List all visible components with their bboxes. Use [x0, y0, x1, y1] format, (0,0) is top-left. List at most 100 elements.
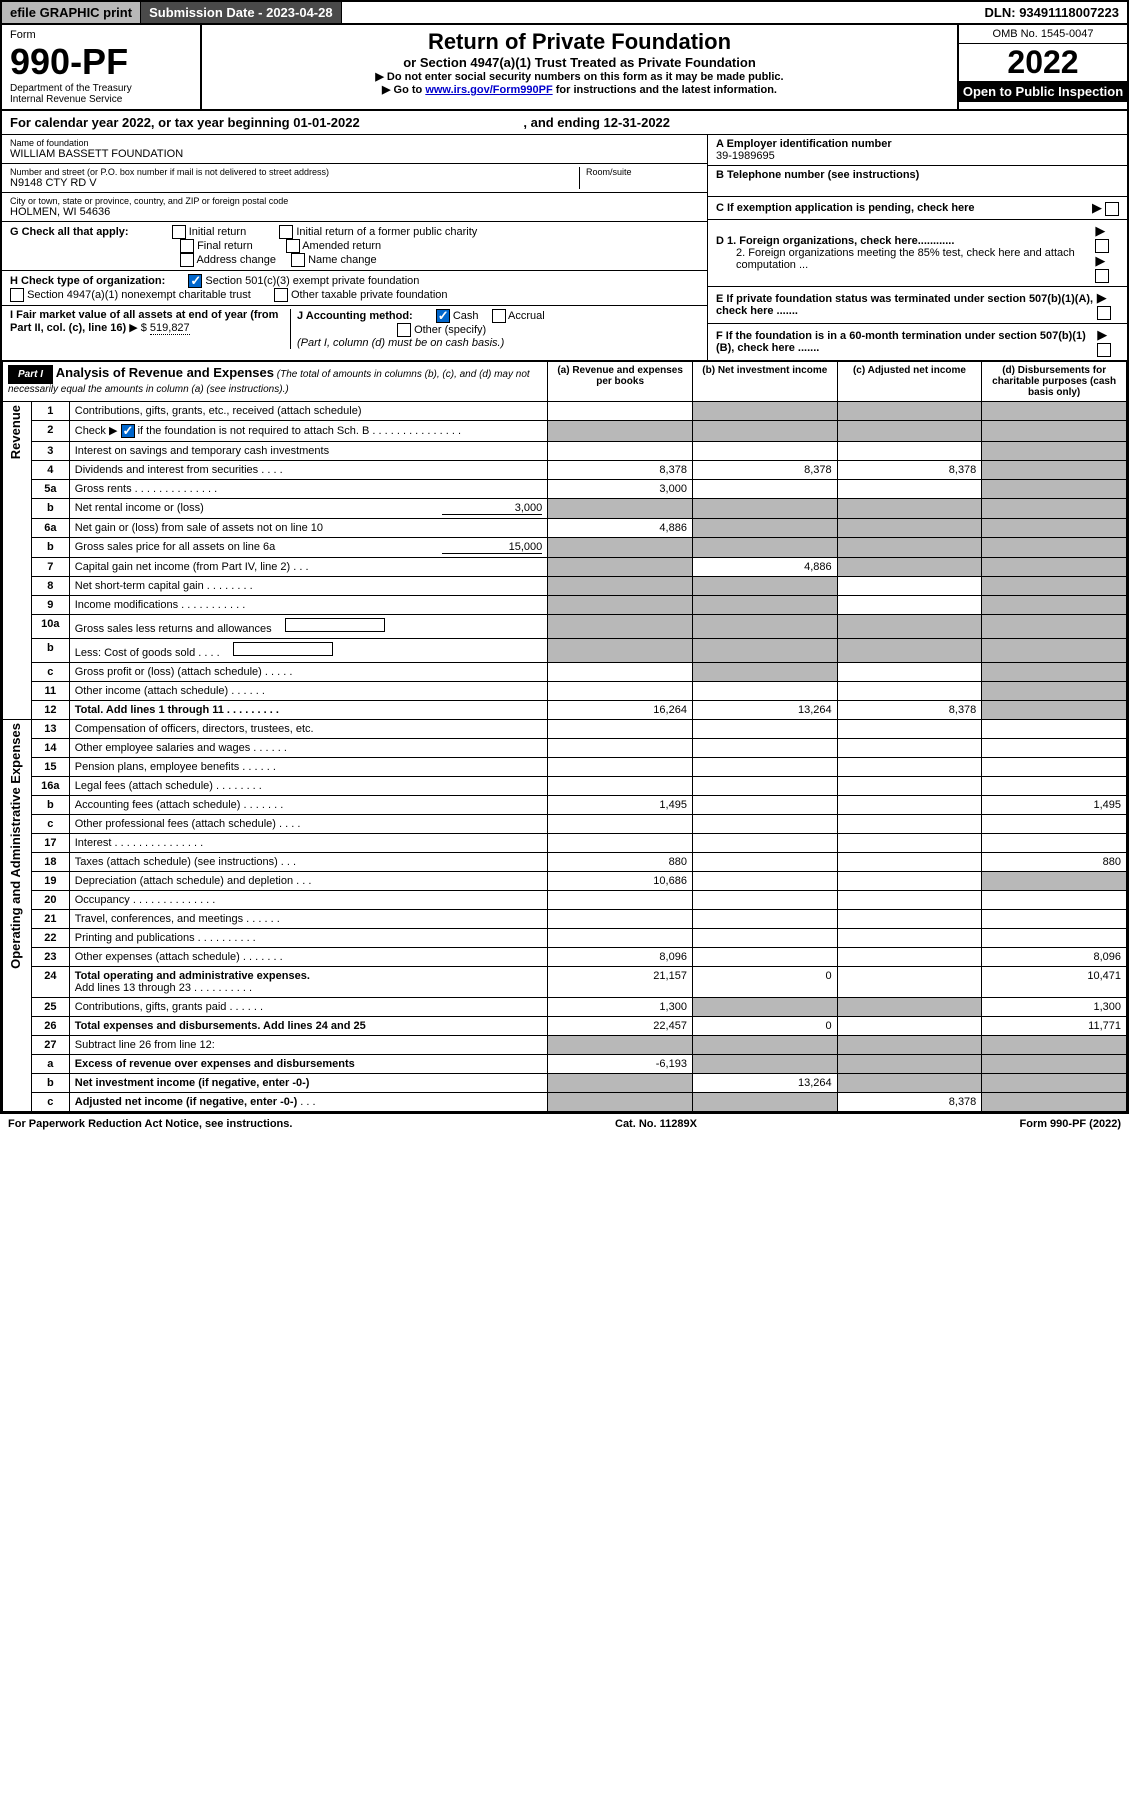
- initial-return-check[interactable]: [172, 225, 186, 239]
- city-state-zip: HOLMEN, WI 54636: [10, 206, 699, 218]
- val-12c: 8,378: [837, 701, 982, 720]
- ein-label: A Employer identification number: [716, 138, 1119, 150]
- section-d2: 2. Foreign organizations meeting the 85%…: [716, 247, 1095, 271]
- form-number: 990-PF: [10, 41, 192, 83]
- val-19a: 10,686: [548, 872, 693, 891]
- other-method-check[interactable]: [397, 323, 411, 337]
- section-c: C If exemption application is pending, c…: [716, 202, 975, 214]
- val-25a: 1,300: [548, 998, 693, 1017]
- form-subtitle: or Section 4947(a)(1) Trust Treated as P…: [210, 55, 949, 70]
- fmv-value: 519,827: [150, 322, 190, 335]
- val-4c: 8,378: [837, 461, 982, 480]
- val-27b: 13,264: [692, 1074, 837, 1093]
- amended-return-check[interactable]: [286, 239, 300, 253]
- form-ref: Form 990-PF (2022): [1020, 1118, 1121, 1130]
- final-return-check[interactable]: [180, 239, 194, 253]
- val-23a: 8,096: [548, 948, 693, 967]
- omb-number: OMB No. 1545-0047: [959, 25, 1127, 44]
- row-27a: Excess of revenue over expenses and disb…: [69, 1055, 548, 1074]
- val-12b: 13,264: [692, 701, 837, 720]
- val-16bd: 1,495: [982, 796, 1127, 815]
- addr-label: Number and street (or P.O. box number if…: [10, 167, 579, 177]
- val-27a: -6,193: [548, 1055, 693, 1074]
- other-taxable-check[interactable]: [274, 288, 288, 302]
- 4947a1-check[interactable]: [10, 288, 24, 302]
- irs-link[interactable]: www.irs.gov/Form990PF: [425, 84, 552, 96]
- goto-note: ▶ Go to www.irs.gov/Form990PF for instru…: [210, 83, 949, 96]
- address-change-check[interactable]: [180, 253, 194, 267]
- section-i-label: I Fair market value of all assets at end…: [10, 309, 278, 334]
- dln-number: DLN: 93491118007223: [977, 2, 1127, 23]
- part1-table: Part I Analysis of Revenue and Expenses …: [2, 361, 1127, 1112]
- col-b-header: (b) Net investment income: [692, 362, 837, 402]
- val-24d: 10,471: [982, 967, 1127, 998]
- form-header: Form 990-PF Department of the Treasury I…: [2, 25, 1127, 111]
- val-5a: 3,000: [548, 480, 693, 499]
- form-title: Return of Private Foundation: [210, 29, 949, 55]
- col-c-header: (c) Adjusted net income: [837, 362, 982, 402]
- dept-treasury: Department of the Treasury: [10, 83, 192, 94]
- val-18d: 880: [982, 853, 1127, 872]
- val-24a: 21,157: [548, 967, 693, 998]
- foundation-info: Name of foundation WILLIAM BASSETT FOUND…: [2, 135, 1127, 361]
- val-6a: 4,886: [548, 519, 693, 538]
- val-26a: 22,457: [548, 1017, 693, 1036]
- schb-check[interactable]: [121, 424, 135, 438]
- section-f: F If the foundation is in a 60-month ter…: [716, 330, 1097, 354]
- col-d-header: (d) Disbursements for charitable purpose…: [982, 362, 1127, 402]
- section-h: H Check type of organization: Section 50…: [2, 271, 707, 306]
- part1-title: Analysis of Revenue and Expenses: [56, 365, 274, 380]
- section-e: E If private foundation status was termi…: [716, 293, 1097, 317]
- exemption-pending-check[interactable]: [1105, 202, 1119, 216]
- val-4b: 8,378: [692, 461, 837, 480]
- 501c3-check[interactable]: [188, 274, 202, 288]
- val-6b-inline: 15,000: [442, 541, 542, 554]
- cash-basis-note: (Part I, column (d) must be on cash basi…: [297, 337, 504, 349]
- val-24b: 0: [692, 967, 837, 998]
- row-27b: Net investment income (if negative, ente…: [69, 1074, 548, 1093]
- cat-number: Cat. No. 11289X: [615, 1118, 697, 1130]
- val-23d: 8,096: [982, 948, 1127, 967]
- tax-year: 2022: [959, 44, 1127, 81]
- submission-date: Submission Date - 2023-04-28: [141, 2, 342, 23]
- expenses-side-label: Operating and Administrative Expenses: [8, 723, 23, 969]
- val-16ba: 1,495: [548, 796, 693, 815]
- paperwork-note: For Paperwork Reduction Act Notice, see …: [8, 1118, 292, 1130]
- foreign-org-check[interactable]: [1095, 239, 1109, 253]
- val-26b: 0: [692, 1017, 837, 1036]
- phone-label: B Telephone number (see instructions): [716, 169, 1119, 181]
- top-bar: efile GRAPHIC print Submission Date - 20…: [2, 2, 1127, 25]
- calendar-year-row: For calendar year 2022, or tax year begi…: [2, 111, 1127, 135]
- terminated-check[interactable]: [1097, 306, 1111, 320]
- row-3: Interest on savings and temporary cash i…: [69, 442, 548, 461]
- room-label: Room/suite: [586, 167, 699, 177]
- foreign-85-check[interactable]: [1095, 269, 1109, 283]
- name-label: Name of foundation: [10, 138, 699, 148]
- foundation-name: WILLIAM BASSETT FOUNDATION: [10, 148, 699, 160]
- cash-check[interactable]: [436, 309, 450, 323]
- open-public-badge: Open to Public Inspection: [959, 81, 1127, 102]
- val-27c: 8,378: [837, 1093, 982, 1112]
- accrual-check[interactable]: [492, 309, 506, 323]
- ein-value: 39-1989695: [716, 150, 1119, 162]
- irs-label: Internal Revenue Service: [10, 94, 192, 105]
- page-footer: For Paperwork Reduction Act Notice, see …: [0, 1114, 1129, 1134]
- row-13: Compensation of officers, directors, tru…: [69, 720, 548, 739]
- row-1: Contributions, gifts, grants, etc., rece…: [69, 402, 548, 421]
- efile-button[interactable]: efile GRAPHIC print: [2, 2, 141, 23]
- row-26: Total expenses and disbursements. Add li…: [69, 1017, 548, 1036]
- form-label: Form: [10, 29, 192, 41]
- row-27: Subtract line 26 from line 12:: [69, 1036, 548, 1055]
- val-4a: 8,378: [548, 461, 693, 480]
- ssn-note: ▶ Do not enter social security numbers o…: [210, 70, 949, 83]
- name-change-check[interactable]: [291, 253, 305, 267]
- val-25d: 1,300: [982, 998, 1127, 1017]
- val-5b-inline: 3,000: [442, 502, 542, 515]
- val-18a: 880: [548, 853, 693, 872]
- val-12a: 16,264: [548, 701, 693, 720]
- row-6a: Net gain or (loss) from sale of assets n…: [69, 519, 548, 538]
- initial-public-check[interactable]: [279, 225, 293, 239]
- 60month-check[interactable]: [1097, 343, 1111, 357]
- col-a-header: (a) Revenue and expenses per books: [548, 362, 693, 402]
- revenue-side-label: Revenue: [8, 405, 23, 459]
